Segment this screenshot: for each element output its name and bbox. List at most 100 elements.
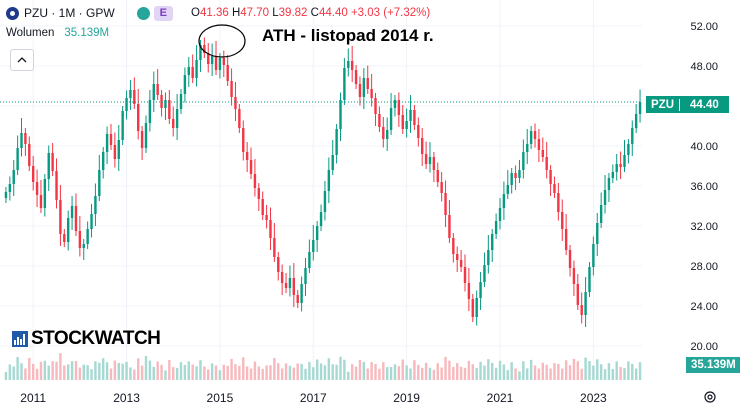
candle-body: [82, 244, 85, 248]
candle-body: [129, 90, 132, 98]
candle-body: [140, 131, 144, 148]
volume-bar: [498, 360, 502, 380]
volume-bar: [389, 366, 393, 380]
chart-header: PZU · 1M · GPW E O41.36 H47.70 L39.82 C4…: [6, 4, 430, 22]
x-tick-label: 2023: [580, 391, 607, 405]
candle-body: [230, 81, 233, 97]
volume-bar: [533, 365, 537, 380]
volume-bar: [94, 361, 97, 380]
candle-body: [160, 95, 163, 108]
volume-bar: [615, 361, 618, 380]
candle-body: [502, 194, 506, 208]
candle-body: [382, 127, 385, 139]
candle-body: [409, 110, 412, 121]
ohlc-readout: O41.36 H47.70 L39.82 C44.40 +3.03 (+7.32…: [191, 7, 430, 19]
candle-body: [195, 60, 198, 78]
candle-body: [467, 283, 471, 299]
candle-body: [308, 252, 311, 268]
volume-bar: [31, 363, 35, 380]
volume-bar: [133, 369, 136, 380]
candle-body: [59, 200, 62, 234]
candle-body: [257, 188, 261, 199]
candle-body: [20, 133, 23, 148]
candle-body: [168, 100, 171, 119]
change-value: +3.03 (+7.32%): [350, 7, 431, 19]
candle-body: [315, 226, 319, 240]
volume-legend: Wolumen 35.139M: [6, 27, 109, 39]
candle-body: [300, 284, 303, 303]
candle-body: [47, 153, 50, 179]
candle-body: [510, 173, 513, 185]
volume-bar: [483, 365, 486, 380]
volume-bar: [86, 365, 89, 380]
volume-bar: [66, 364, 70, 380]
candle-body: [16, 148, 19, 170]
candle-body: [284, 283, 288, 288]
candle-body: [288, 278, 292, 288]
candle-body: [101, 152, 105, 170]
volume-bar: [312, 367, 315, 380]
volume-axis-label: 35.139M: [686, 357, 740, 373]
volume-bar: [362, 361, 366, 380]
candle-body: [436, 170, 439, 182]
volume-bar: [374, 363, 377, 380]
volume-bar: [140, 365, 144, 380]
settings-gear-icon[interactable]: [703, 390, 717, 404]
candle-body: [90, 214, 93, 229]
candle-body: [385, 130, 389, 139]
volume-bar: [319, 363, 323, 380]
volume-bar: [144, 356, 148, 380]
volume-bar: [522, 361, 525, 380]
candle-body: [553, 184, 556, 193]
volume-bar: [315, 359, 319, 380]
candle-body: [312, 240, 315, 252]
candle-body: [249, 160, 253, 174]
candle-body: [448, 215, 451, 238]
volume-bar: [456, 363, 459, 380]
volume-bar: [424, 362, 428, 380]
earnings-badge[interactable]: E: [153, 5, 174, 21]
candle-body: [405, 121, 408, 129]
volume-bar: [494, 367, 498, 380]
high-value: 47.70: [240, 7, 270, 19]
volume-bar: [172, 367, 175, 380]
market-open-icon: [136, 6, 150, 20]
candle-body: [541, 150, 545, 157]
volume-bar: [300, 363, 303, 380]
y-tick-label: 36.00: [690, 181, 718, 193]
candle-body: [191, 67, 194, 78]
volume-bar: [580, 368, 583, 380]
candle-body: [572, 268, 576, 284]
last-price-label: PZU 44.40: [646, 96, 729, 113]
volume-bar: [35, 368, 39, 380]
x-tick-label: 2021: [487, 391, 514, 405]
volume-bar: [557, 363, 560, 380]
volume-bar: [16, 356, 19, 380]
volume-bar: [121, 363, 124, 380]
volume-bar: [187, 361, 190, 380]
volume-bar: [382, 362, 385, 380]
stockwatch-logo: STOCKWATCH: [12, 328, 161, 350]
candle-body: [179, 94, 183, 109]
candle-body: [164, 100, 167, 108]
candle-body: [463, 267, 467, 283]
volume-bar: [179, 362, 183, 380]
candle-body: [374, 98, 377, 114]
symbol-title[interactable]: PZU · 1M · GPW: [24, 6, 115, 20]
candle-body: [564, 229, 568, 250]
candle-body: [210, 56, 214, 64]
volume-bar: [195, 366, 198, 380]
collapse-legend-button[interactable]: [10, 49, 34, 71]
volume-bar: [432, 369, 436, 380]
candle-body: [273, 238, 276, 257]
volume-bar: [502, 364, 506, 380]
candle-body: [12, 170, 15, 184]
volume-bar: [463, 367, 467, 380]
candle-body: [529, 131, 533, 144]
volume-bar: [269, 365, 272, 380]
candle-body: [253, 174, 257, 188]
candle-body: [335, 129, 338, 155]
candle-body: [66, 218, 70, 242]
candle-body: [339, 100, 342, 129]
candle-body: [156, 84, 159, 95]
